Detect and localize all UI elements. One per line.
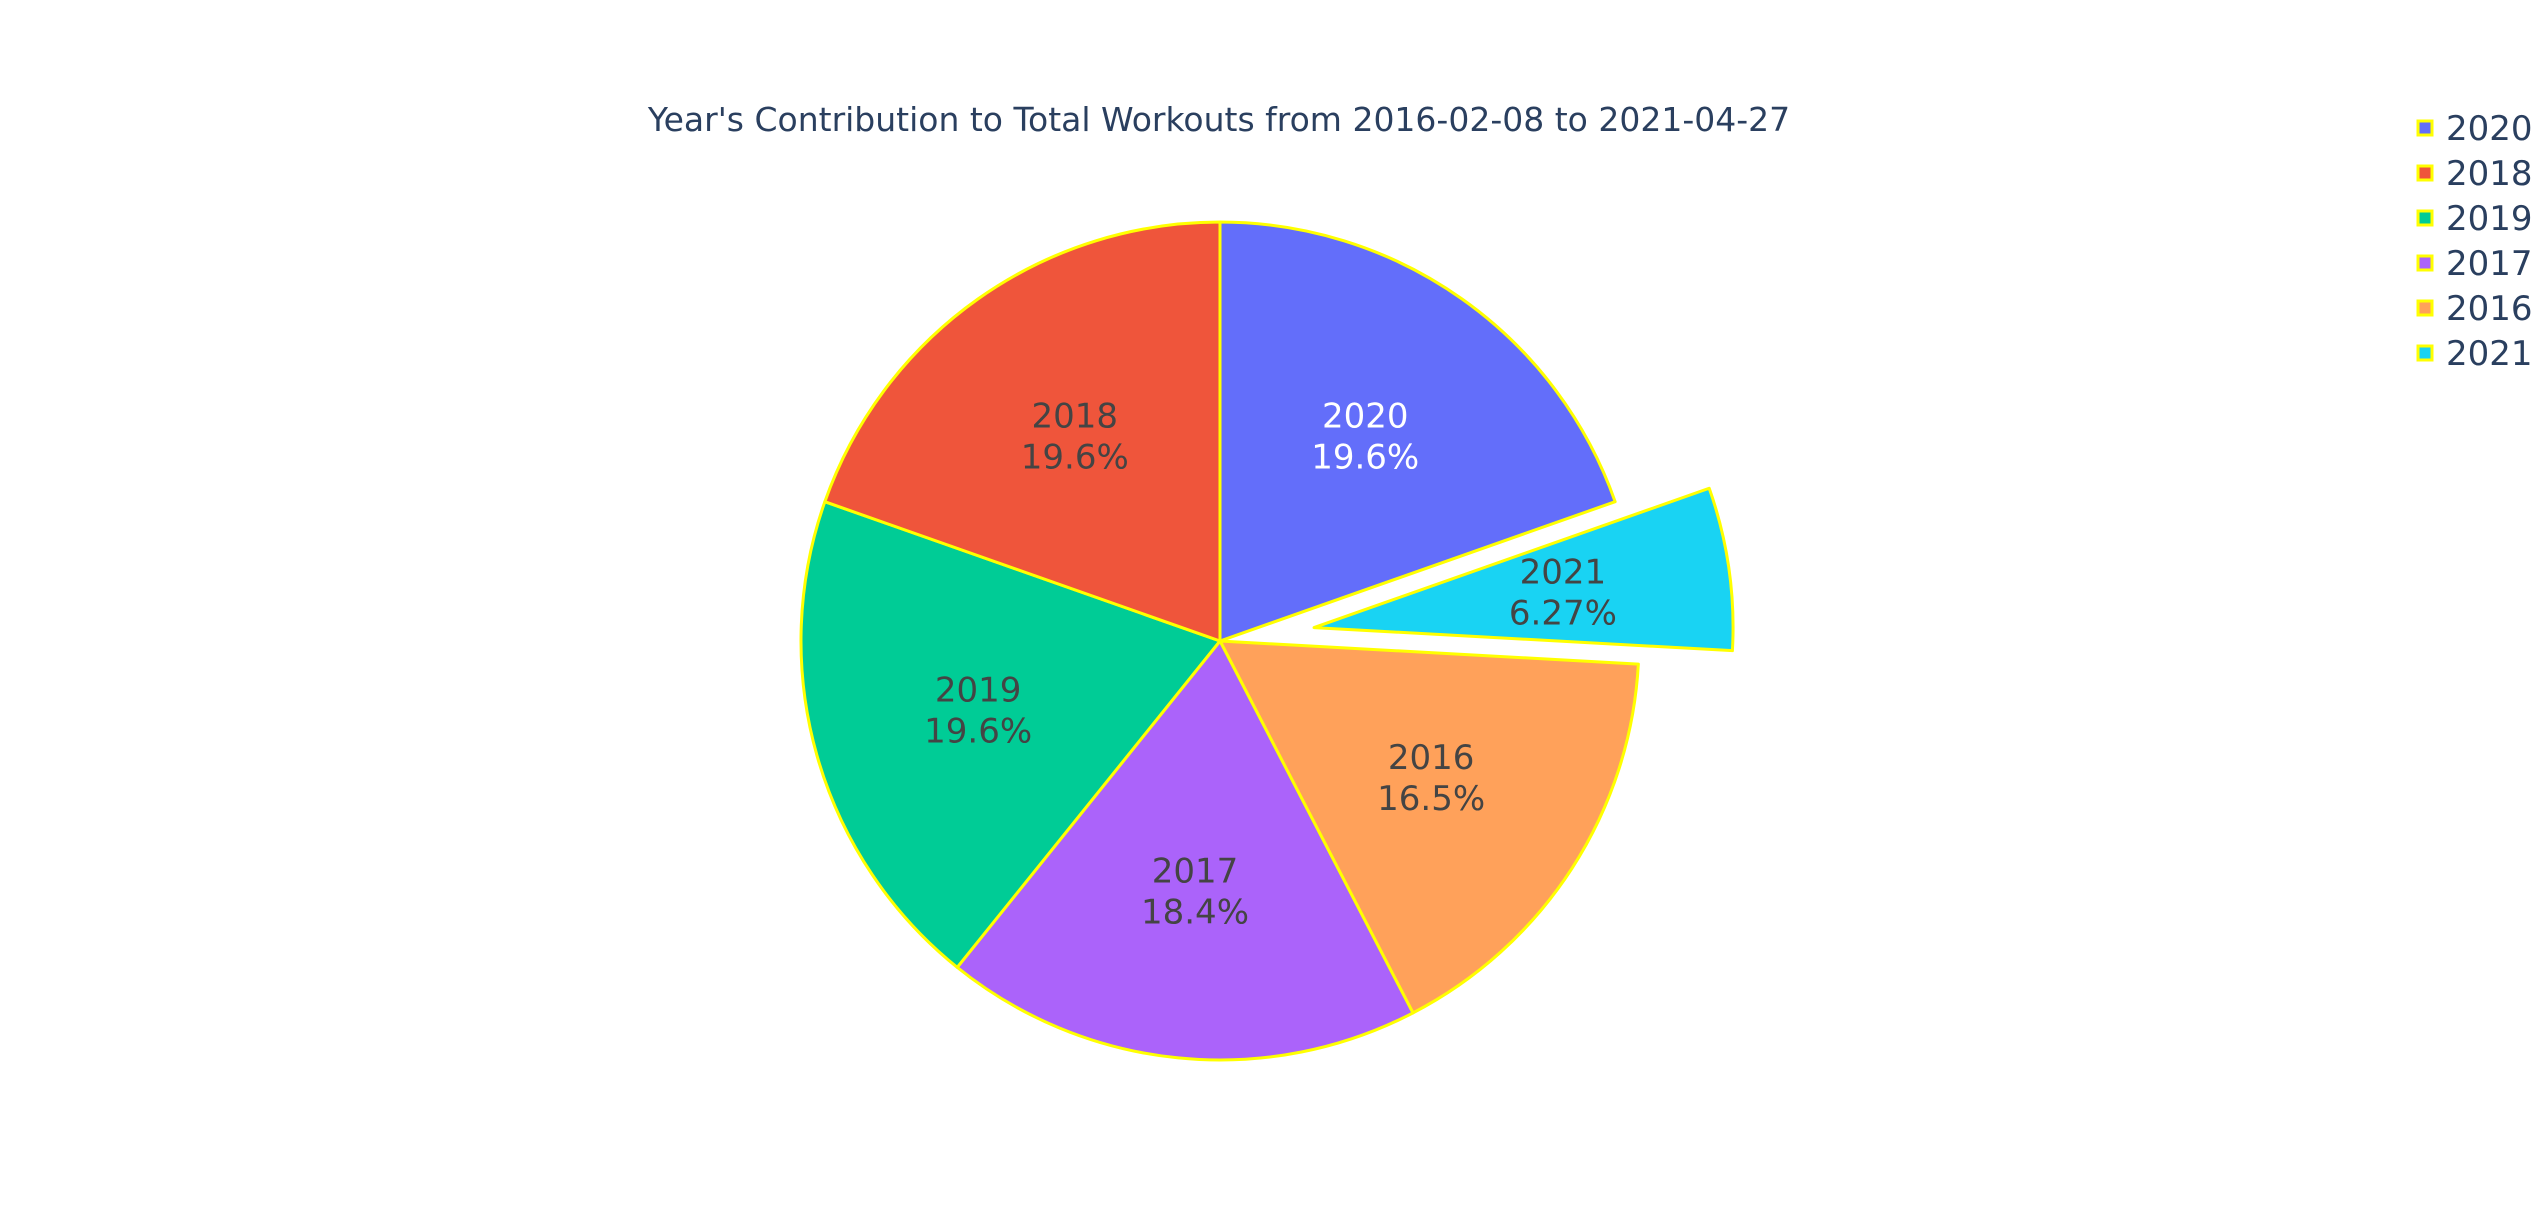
slice-label-2021: 2021 [1520,553,1607,593]
slice-label-2018: 2018 [1031,396,1118,436]
legend-item-2020[interactable]: 2020 [2416,109,2533,149]
slice-percent-2016: 16.5% [1377,779,1485,819]
legend-label-2016: 2016 [2446,289,2533,329]
pie-slices [799,220,1735,1062]
slice-percent-2019: 19.6% [924,711,1032,751]
legend-swatch-2016 [2416,299,2434,317]
chart-title: Year's Contribution to Total Workouts fr… [647,100,1790,139]
pie-slice-labels: 202019.6%20216.27%201616.5%201718.4%2019… [924,396,1617,932]
legend-swatch-2020 [2416,119,2434,137]
legend-swatch-2019 [2416,209,2434,227]
legend: 2020 2018 2019 2017 2016 2021 [2416,109,2533,374]
pie-slice-2019[interactable] [799,500,1222,969]
slice-label-2017: 2017 [1152,852,1239,892]
legend-label-2021: 2021 [2446,334,2533,374]
legend-item-2018[interactable]: 2018 [2416,154,2533,194]
legend-label-2019: 2019 [2446,199,2533,239]
slice-percent-2020: 19.6% [1311,437,1419,477]
legend-swatch-2018 [2416,164,2434,182]
slice-percent-2018: 19.6% [1021,437,1129,477]
legend-swatch-2021 [2416,344,2434,362]
pie-slice-2021[interactable] [1312,486,1735,653]
legend-item-2021[interactable]: 2021 [2416,334,2533,374]
pie-slice-2016[interactable] [1218,639,1640,1015]
legend-label-2020: 2020 [2446,109,2533,149]
pie-slice-2020[interactable] [1218,220,1617,643]
legend-item-2019[interactable]: 2019 [2416,199,2533,239]
legend-label-2018: 2018 [2446,154,2533,194]
slice-label-2020: 2020 [1322,396,1409,436]
slice-percent-2017: 18.4% [1141,893,1249,933]
legend-label-2017: 2017 [2446,244,2533,284]
slice-percent-2021: 6.27% [1509,594,1617,634]
slice-label-2019: 2019 [935,670,1022,710]
legend-swatch-2017 [2416,254,2434,272]
legend-item-2016[interactable]: 2016 [2416,289,2533,329]
pie-slice-2018[interactable] [823,220,1222,643]
slice-label-2016: 2016 [1388,738,1475,778]
pie-slice-2017[interactable] [955,639,1415,1062]
legend-item-2017[interactable]: 2017 [2416,244,2533,284]
